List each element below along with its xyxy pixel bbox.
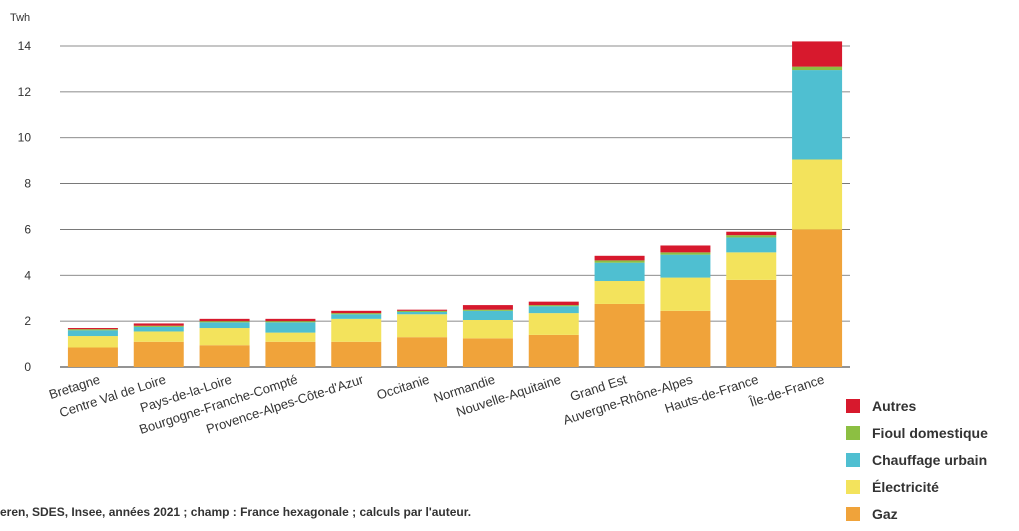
legend-item: Autres: [846, 394, 988, 418]
bar-segment: [528, 306, 579, 314]
bar-segment: [660, 277, 711, 311]
bar-segment: [792, 41, 843, 67]
y-tick-label: 10: [18, 131, 32, 145]
bar-segment: [660, 245, 711, 253]
bar-segment: [265, 322, 316, 333]
legend-item: Chauffage urbain: [846, 448, 988, 472]
y-tick-label: 8: [24, 177, 31, 191]
bar-segment: [331, 318, 382, 342]
legend-item: Fioul domestique: [846, 421, 988, 445]
bar-segment: [199, 318, 250, 322]
bar-segment: [594, 262, 645, 282]
bar-segment: [462, 309, 513, 311]
bar-segment: [594, 303, 645, 367]
bar-segment: [792, 70, 843, 160]
legend-item: Gaz: [846, 502, 988, 526]
bar-segment: [462, 319, 513, 339]
bar-segment: [462, 305, 513, 310]
bar-segment: [265, 318, 316, 322]
legend-swatch: [846, 480, 860, 494]
legend-label: Chauffage urbain: [872, 452, 988, 468]
bars: [67, 41, 843, 367]
legend-item: Électricité: [846, 475, 988, 499]
bar-segment: [726, 235, 777, 238]
bar-segment: [199, 322, 250, 329]
bar-segment: [67, 328, 118, 330]
bar-segment: [726, 279, 777, 367]
bar-segment: [726, 231, 777, 236]
y-tick-label: 4: [24, 268, 31, 282]
y-tick-label: 14: [18, 39, 32, 53]
bar-segment: [133, 341, 184, 367]
legend-label: Fioul domestique: [872, 425, 988, 441]
bar-segment: [67, 330, 118, 337]
bar-segment: [397, 314, 448, 338]
y-tick-label: 12: [18, 85, 32, 99]
bar-segment: [199, 345, 250, 367]
bar-segment: [726, 237, 777, 253]
bar-segment: [199, 321, 250, 323]
y-axis-label: Twh: [10, 12, 30, 24]
legend-label: Autres: [872, 398, 917, 414]
x-tick-label: Île-de-France: [747, 372, 826, 410]
y-tick-label: 0: [24, 360, 31, 374]
legend-swatch: [846, 453, 860, 467]
bar-segment: [726, 252, 777, 280]
bar-segment: [133, 331, 184, 342]
bar-segment: [67, 329, 118, 331]
bar-segment: [792, 159, 843, 230]
legend-label: Gaz: [872, 506, 898, 522]
bar-segment: [133, 325, 184, 327]
bar-segment: [462, 310, 513, 320]
bar-segment: [67, 347, 118, 367]
bar-segment: [331, 310, 382, 314]
legend-swatch: [846, 426, 860, 440]
x-tick-label: Occitanie: [375, 372, 431, 403]
bar-segment: [397, 311, 448, 315]
bar-segment: [594, 260, 645, 263]
bar-segment: [397, 310, 448, 312]
bar-segment: [133, 326, 184, 332]
bar-segment: [265, 341, 316, 367]
legend-swatch: [846, 507, 860, 521]
source-note: eren, SDES, Insee, années 2021 ; champ :…: [0, 505, 472, 519]
bar-segment: [792, 66, 843, 71]
bar-segment: [331, 313, 382, 315]
y-tick-label: 6: [24, 222, 31, 236]
bar-segment: [462, 338, 513, 367]
bar-segment: [528, 301, 579, 306]
bar-segment: [397, 337, 448, 367]
bar-segment: [528, 305, 579, 307]
bar-segment: [199, 328, 250, 346]
bar-segment: [397, 309, 448, 311]
grid-lines: [60, 45, 850, 368]
bar-segment: [594, 255, 645, 261]
y-axis-ticks: 0 2 4 6 8 10 12 14: [18, 39, 32, 374]
bar-segment: [67, 336, 118, 348]
legend-swatch: [846, 399, 860, 413]
bar-segment: [528, 334, 579, 367]
bar-segment: [265, 332, 316, 342]
legend: Autres Fioul domestique Chauffage urbain Él…: [846, 394, 988, 529]
bar-segment: [133, 323, 184, 326]
bar-segment: [792, 229, 843, 367]
bar-segment: [528, 313, 579, 335]
bar-segment: [660, 252, 711, 255]
bar-segment: [331, 341, 382, 367]
bar-segment: [594, 281, 645, 304]
bar-segment: [331, 314, 382, 319]
y-tick-label: 2: [24, 314, 31, 328]
bar-segment: [660, 254, 711, 278]
bar-segment: [660, 310, 711, 367]
legend-label: Électricité: [872, 479, 939, 495]
bar-segment: [265, 321, 316, 323]
